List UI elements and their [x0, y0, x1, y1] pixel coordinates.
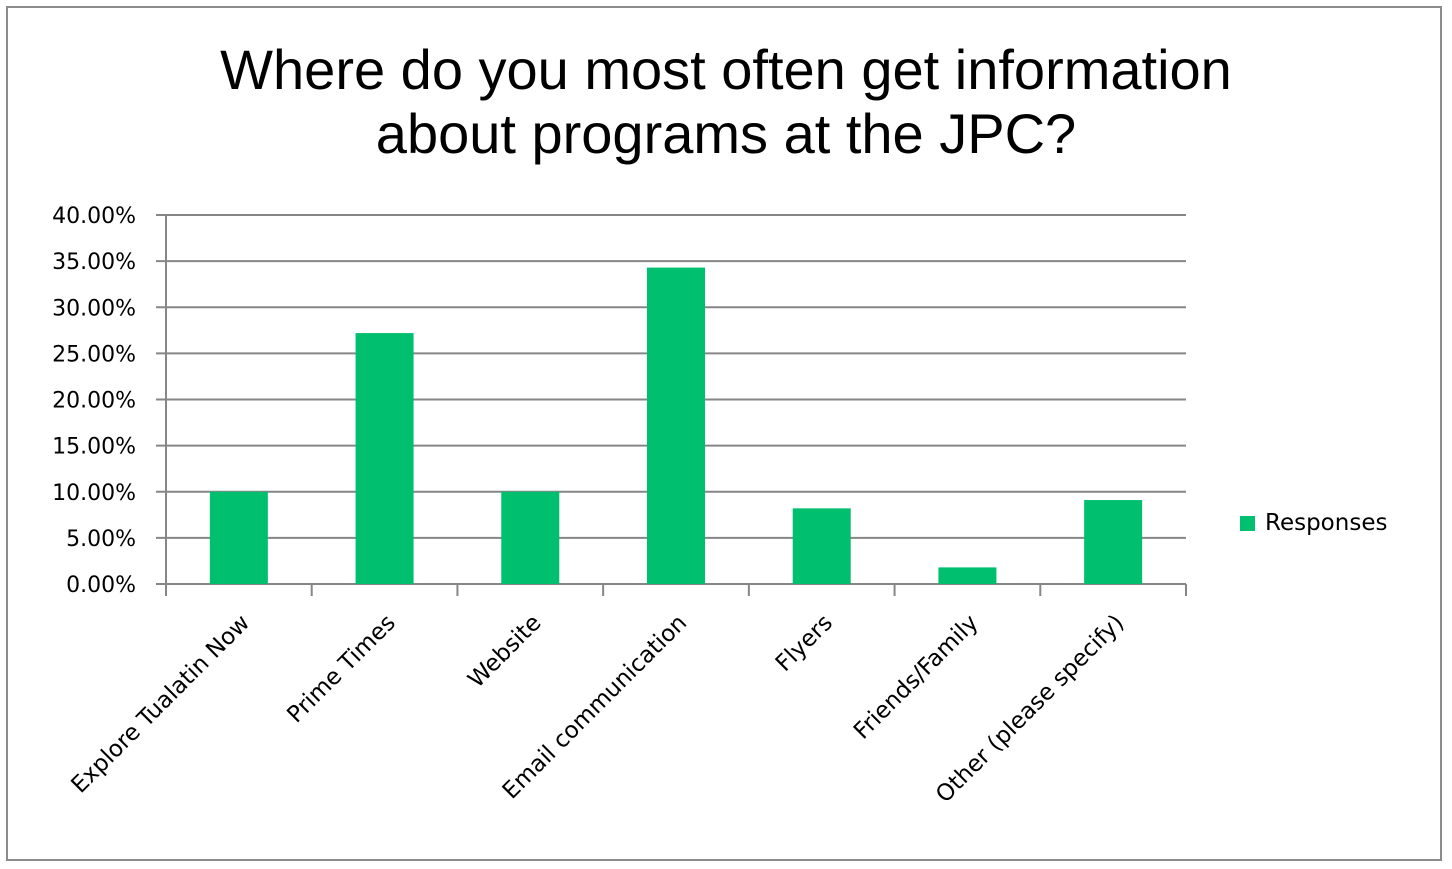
chart-title-line-2: about programs at the JPC?: [375, 102, 1077, 165]
x-tick-label: Explore Tualatin Now: [67, 610, 256, 799]
chart-legend: Responses: [1240, 510, 1387, 536]
bar-friends-family: [938, 567, 997, 584]
y-tick-label: 25.00%: [52, 342, 136, 367]
legend-swatch-responses: [1240, 515, 1255, 531]
bar-other-please-specify: [1084, 500, 1143, 584]
y-tick-label: 5.00%: [66, 527, 136, 552]
bar-email-communication: [647, 267, 705, 584]
bar-website: [501, 491, 560, 584]
chart-frame: [6, 6, 1442, 861]
y-tick-label: 35.00%: [52, 250, 136, 275]
y-tick-label: 15.00%: [52, 435, 136, 460]
chart-title-line-1: Where do you most often get information: [220, 38, 1232, 101]
legend-label-responses: Responses: [1265, 510, 1388, 536]
x-tick-label: Prime Times: [282, 610, 400, 728]
bar-explore-tualatin-now: [209, 491, 268, 584]
y-tick-label: 40.00%: [52, 204, 136, 229]
y-tick-label: 10.00%: [52, 481, 136, 506]
bar-flyers: [792, 508, 851, 584]
y-tick-label: 30.00%: [52, 296, 136, 321]
x-tick-label: Flyers: [771, 610, 838, 677]
x-tick-label: Friends/Family: [849, 610, 984, 745]
bar-prime-times: [355, 333, 414, 584]
x-tick-label: Website: [463, 610, 546, 693]
y-tick-label: 0.00%: [66, 573, 136, 598]
chart-title: Where do you most often get information …: [0, 38, 1452, 166]
y-tick-label: 20.00%: [52, 389, 136, 414]
